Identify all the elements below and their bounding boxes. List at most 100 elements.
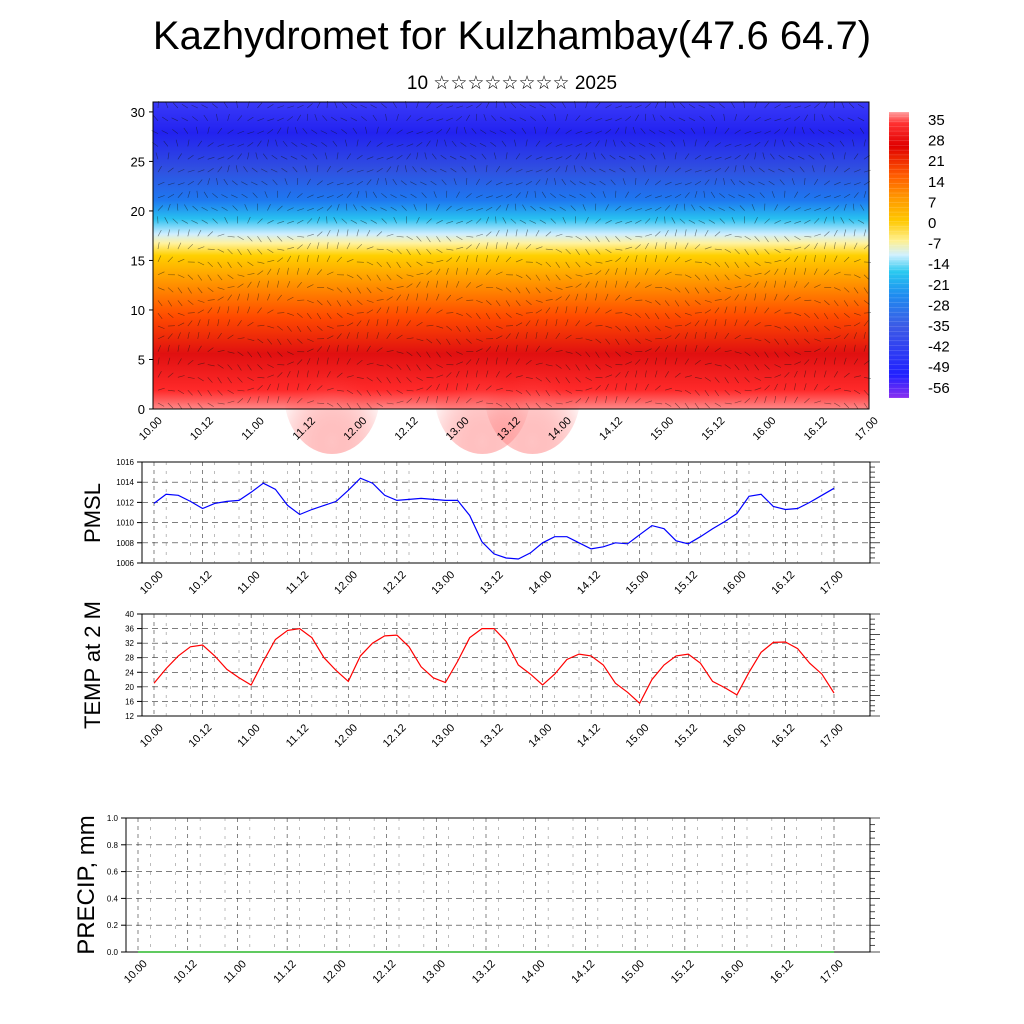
wind-barb <box>356 287 361 294</box>
wind-barb <box>535 229 540 237</box>
wind-barb <box>485 313 491 320</box>
wind-barb <box>267 293 271 301</box>
wind-barb <box>207 299 215 301</box>
wind-barb <box>241 193 248 199</box>
wind-barb <box>257 385 263 391</box>
wind-barb <box>227 235 235 238</box>
wind-barb <box>191 104 198 109</box>
wind-barb <box>774 383 778 391</box>
wind-barb <box>555 261 560 268</box>
wind-barb <box>505 357 509 365</box>
wind-barb <box>863 191 867 198</box>
wind-barb <box>197 402 203 409</box>
wind-barb <box>372 191 378 198</box>
colorbar-label: 21 <box>928 153 945 170</box>
wind-barb <box>436 139 438 147</box>
wind-barb <box>307 300 314 304</box>
wind-barb <box>426 396 429 404</box>
wind-barb <box>535 261 543 266</box>
wind-barb <box>754 322 761 327</box>
wind-barb <box>764 261 772 264</box>
wind-barb <box>257 130 265 134</box>
wind-barb <box>863 344 867 352</box>
wind-barb <box>550 218 556 224</box>
wind-barb <box>834 271 841 276</box>
wind-barb <box>277 268 280 275</box>
wind-barb <box>605 268 610 275</box>
wind-barb <box>505 402 512 409</box>
wind-barb <box>456 116 462 122</box>
wind-barb <box>764 364 770 370</box>
wind-barb <box>762 152 765 160</box>
wind-barb <box>794 383 796 391</box>
wind-barb <box>635 312 641 318</box>
wind-barb <box>416 322 423 327</box>
wind-barb <box>834 325 841 329</box>
wind-barb <box>396 155 403 160</box>
wind-barb <box>212 103 218 109</box>
wind-barb <box>734 334 741 340</box>
wind-barb <box>286 267 289 275</box>
wind-barb <box>346 182 354 186</box>
wind-barb <box>287 207 294 211</box>
wind-barb <box>475 268 480 275</box>
wind-barb <box>306 242 311 250</box>
wind-barb <box>286 370 291 378</box>
wind-barb <box>515 242 520 250</box>
colorbar-label: 28 <box>928 133 945 150</box>
wind-barb <box>201 104 208 109</box>
wind-barb <box>724 127 730 134</box>
wind-barb <box>635 338 641 344</box>
wind-barb <box>853 153 859 160</box>
wind-barb <box>257 140 262 147</box>
wind-barb <box>625 296 632 301</box>
wind-barb <box>446 338 451 345</box>
wind-barb <box>585 387 593 391</box>
wind-barb <box>217 143 225 147</box>
wind-barb <box>167 300 172 307</box>
wind-barb <box>380 207 387 211</box>
wind-barb <box>306 218 313 224</box>
wind-barb <box>326 287 334 291</box>
wind-barb <box>227 114 230 121</box>
wind-barb <box>585 131 593 134</box>
wind-barb <box>784 257 791 263</box>
wind-barb <box>167 167 174 173</box>
wind-barb <box>376 274 381 281</box>
wind-barb <box>450 167 457 173</box>
wind-barb <box>645 300 652 304</box>
wind-barb <box>704 156 712 160</box>
wind-barb <box>217 332 222 340</box>
wind-barb <box>201 219 208 224</box>
wind-barb <box>441 179 447 186</box>
y-tick-label: 20 <box>131 204 145 219</box>
wind-barb <box>277 127 282 134</box>
wind-barb <box>525 320 531 327</box>
wind-barb <box>804 267 807 275</box>
wind-barb <box>857 219 865 224</box>
wind-barb <box>840 217 845 224</box>
wind-barb <box>381 218 387 224</box>
wind-barb <box>595 270 602 275</box>
wind-barb <box>853 192 859 198</box>
x-tick-label: 16.12 <box>768 958 796 986</box>
wind-barb <box>684 358 689 365</box>
wind-barb <box>804 398 810 404</box>
wind-barb <box>714 402 722 407</box>
wind-barb <box>690 127 696 134</box>
x-tick-label: 11.12 <box>271 958 298 985</box>
x-tick-label: 11.12 <box>284 569 311 596</box>
wind-barb <box>416 293 419 301</box>
wind-barb <box>486 402 494 405</box>
wind-barb <box>525 243 532 250</box>
wind-barb <box>207 377 213 383</box>
wind-barb <box>176 203 179 211</box>
wind-barb <box>714 248 722 251</box>
wind-barb <box>386 319 389 327</box>
wind-barb <box>495 255 500 263</box>
wind-barb <box>565 389 572 394</box>
wind-barb <box>356 377 364 379</box>
wind-barb <box>833 255 838 263</box>
wind-barb <box>217 233 225 237</box>
wind-barb <box>595 140 600 147</box>
